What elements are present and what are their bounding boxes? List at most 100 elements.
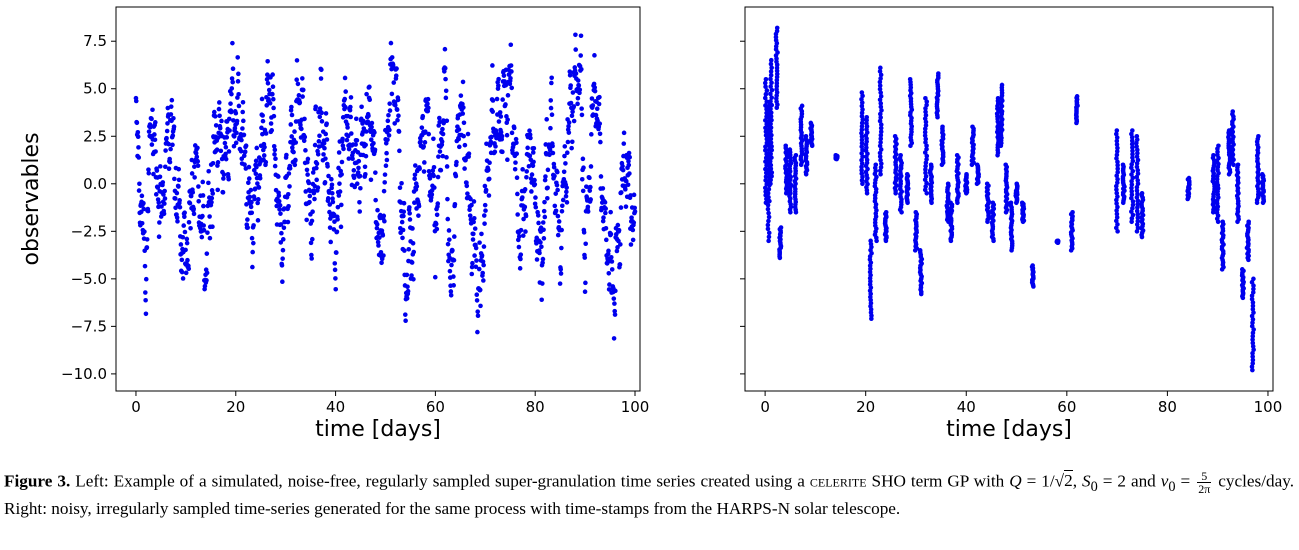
data-point (1014, 181, 1020, 187)
data-point (278, 222, 284, 227)
data-point (559, 209, 565, 214)
data-point (319, 67, 324, 73)
data-point (292, 162, 298, 168)
data-point (281, 225, 287, 231)
data-point (374, 225, 380, 231)
data-point (578, 33, 584, 39)
data-point (335, 204, 341, 210)
data-point (363, 171, 368, 177)
data-point (555, 213, 561, 219)
data-point (877, 79, 883, 85)
data-point (440, 131, 446, 137)
data-point (514, 140, 519, 146)
data-point (200, 213, 205, 219)
data-point (410, 226, 415, 231)
data-point (329, 182, 335, 188)
data-point (769, 170, 775, 175)
data-point (368, 137, 374, 143)
data-point (207, 214, 212, 219)
data-point (768, 106, 773, 112)
data-point (1130, 145, 1135, 150)
data-point (172, 196, 178, 201)
data-point (355, 170, 361, 175)
data-point (309, 218, 315, 224)
data-point (1250, 344, 1256, 349)
data-point (191, 211, 197, 217)
data-point (444, 155, 449, 160)
x-tick-label: 60 (1057, 398, 1076, 416)
data-point (312, 142, 318, 148)
data-point (533, 204, 539, 210)
data-point (435, 174, 441, 180)
data-point (137, 181, 142, 187)
data-point (378, 212, 383, 218)
data-point (520, 233, 526, 238)
data-point (305, 172, 310, 177)
data-point (307, 188, 313, 194)
data-point (461, 133, 466, 139)
data-point (859, 134, 865, 139)
data-point (631, 220, 637, 225)
data-point (475, 309, 481, 314)
data-point (769, 65, 774, 71)
data-point (878, 132, 884, 138)
data-point (516, 244, 522, 250)
data-point (571, 104, 577, 109)
data-point (481, 213, 487, 218)
data-point (328, 239, 334, 245)
data-point (411, 249, 417, 255)
data-point (354, 138, 360, 143)
data-point (579, 66, 584, 72)
data-point (202, 283, 208, 289)
data-point (300, 76, 305, 81)
data-point (285, 219, 291, 225)
data-point (606, 248, 611, 254)
data-point (765, 202, 771, 208)
data-point (768, 84, 773, 89)
data-point (518, 227, 524, 233)
data-point (425, 101, 430, 107)
data-point (606, 270, 612, 276)
data-point (481, 262, 486, 268)
data-point (191, 206, 196, 212)
data-point (139, 193, 145, 199)
data-point (166, 166, 172, 172)
data-point (762, 185, 768, 191)
x-tick-label: 20 (856, 398, 875, 416)
data-point (259, 125, 264, 131)
data-point (923, 136, 929, 142)
data-point (183, 270, 189, 276)
data-point (451, 283, 456, 288)
data-point (479, 231, 484, 237)
data-point (210, 224, 215, 230)
data-point (494, 96, 500, 102)
data-point (344, 137, 350, 143)
data-point (877, 118, 883, 124)
data-point (1129, 185, 1134, 191)
data-point (923, 123, 929, 128)
data-point (360, 129, 366, 135)
data-point (769, 117, 774, 123)
data-point (575, 95, 581, 101)
data-point (293, 140, 299, 145)
data-point (209, 199, 214, 205)
data-point (218, 148, 224, 154)
data-point (585, 204, 591, 210)
data-point (1114, 135, 1120, 140)
data-point (387, 127, 392, 133)
data-point (387, 108, 393, 113)
data-point (548, 125, 553, 131)
data-point (178, 242, 184, 247)
data-point (611, 336, 617, 341)
data-point (474, 258, 479, 263)
data-point (352, 184, 358, 190)
data-point (1134, 133, 1140, 139)
data-point (270, 96, 276, 102)
data-point (314, 161, 320, 167)
data-point (250, 264, 255, 270)
data-point (567, 69, 573, 74)
data-point (613, 288, 618, 294)
data-point (592, 53, 597, 58)
data-point (376, 243, 381, 248)
data-point (763, 144, 768, 149)
